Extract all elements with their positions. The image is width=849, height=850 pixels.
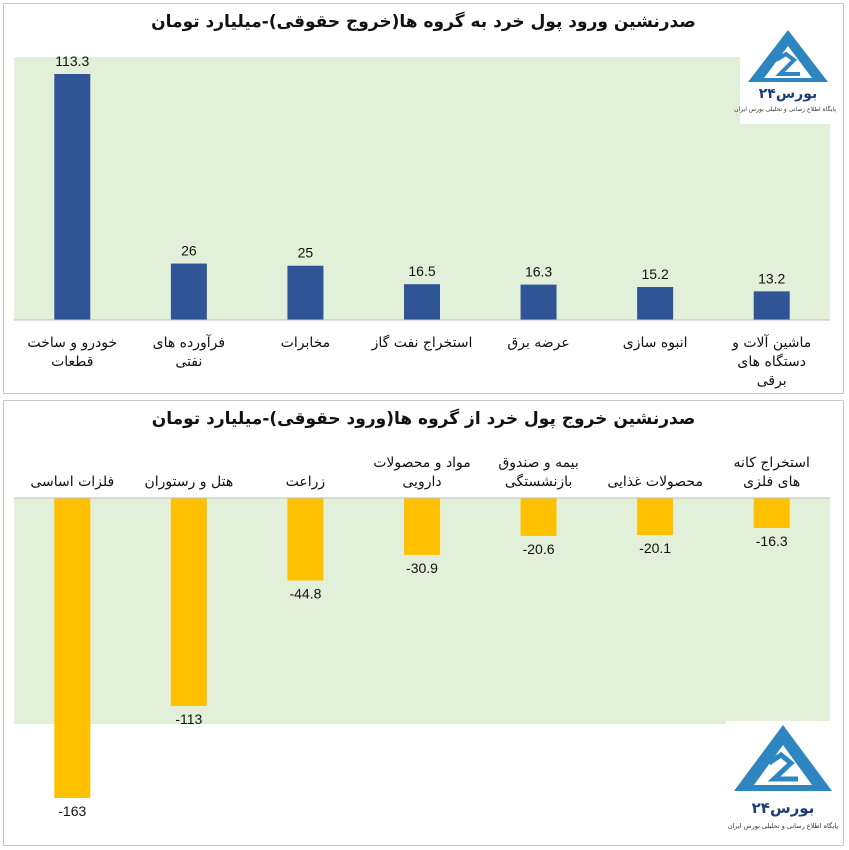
bar [170,498,207,706]
bourse24-logo-icon [734,725,832,791]
data-label: 15.2 [642,266,669,282]
bourse24-logo-top: بورس۲۴ پایگاه اطلاع رسانی و تحلیلی بورس … [734,26,836,124]
category-label: استخراج نفت گاز [371,334,473,351]
bar [753,498,790,528]
bar [520,498,557,536]
category-label: های فلزی [743,474,800,490]
outflow-chart-panel: صدرنشین خروج پول خرد از گروه ها(ورود حقو… [3,400,844,846]
data-label: -113 [175,711,202,727]
logo-tagline: پایگاه اطلاع رسانی و تحلیلی بورس ایران [734,106,836,113]
data-label: 113.3 [55,53,89,69]
category-label: خودرو و ساخت [27,335,117,351]
category-label: مخابرات [281,335,331,351]
data-label: 26 [181,243,197,259]
bourse24-logo-bottom: بورس۲۴ پایگاه اطلاع رسانی و تحلیلی بورس … [726,721,840,841]
bar [54,498,91,798]
category-label: برقی [757,373,787,389]
data-label: 25 [298,245,314,261]
category-label: بیمه و صندوق [498,455,578,471]
data-label: -20.6 [523,541,555,557]
bar [753,291,790,320]
category-label: انبوه سازی [623,335,688,351]
category-label: عرضه برق [507,335,569,351]
category-label: مواد و محصولات [373,455,471,471]
category-label: استخراج کانه [734,455,810,471]
category-label: قطعات [51,354,93,370]
data-label: 16.5 [408,263,435,279]
data-label: -30.9 [406,560,438,576]
outflow-chart-title: صدرنشین خروج پول خرد از گروه ها(ورود حقو… [151,409,696,429]
category-label: بازنشستگی [505,473,572,490]
data-label: -16.3 [756,533,788,549]
category-label: فرآورده های [153,334,225,351]
category-label: محصولات غذایی [607,474,703,490]
bar [287,498,324,581]
bar [637,286,674,320]
outflow-bar-chart: -163 فلزات اساسی -113 هتل و رستوران -44.8 زرا… [14,455,830,819]
category-label: نفتی [175,354,202,370]
inflow-bar-chart: 113.3 خودرو و ساخت قطعات 26 فرآورده های نفتی 2… [14,53,830,389]
inflow-chart-title: صدرنشین ورود پول خرد به گروه ها(خروج حقو… [151,12,696,32]
bar [404,498,440,555]
category-label: فلزات اساسی [30,474,114,490]
category-label: زراعت [286,474,326,490]
bar [637,498,674,535]
data-label: 16.3 [525,264,552,280]
bar [287,265,324,320]
inflow-chart-panel: صدرنشین ورود پول خرد به گروه ها(خروج حقو… [3,3,844,394]
bar [54,74,91,320]
category-label: دارویی [402,474,441,490]
bar [520,284,557,320]
data-label: -44.8 [289,585,321,601]
data-label: 13.2 [758,270,785,286]
category-label: دستگاه های [737,353,806,370]
category-label: ماشین آلات و [731,334,811,351]
category-label: هتل و رستوران [144,474,233,490]
data-label: -163 [58,803,86,819]
bar [170,263,207,320]
data-label: -20.1 [639,540,671,556]
logo-tagline: پایگاه اطلاع رسانی و تحلیلی بورس ایران [727,822,839,830]
bar [404,284,440,320]
bourse24-logo-icon [748,30,828,82]
logo-name: بورس۲۴ [751,799,815,817]
plot-area [14,57,830,320]
logo-name: بورس۲۴ [758,86,818,102]
